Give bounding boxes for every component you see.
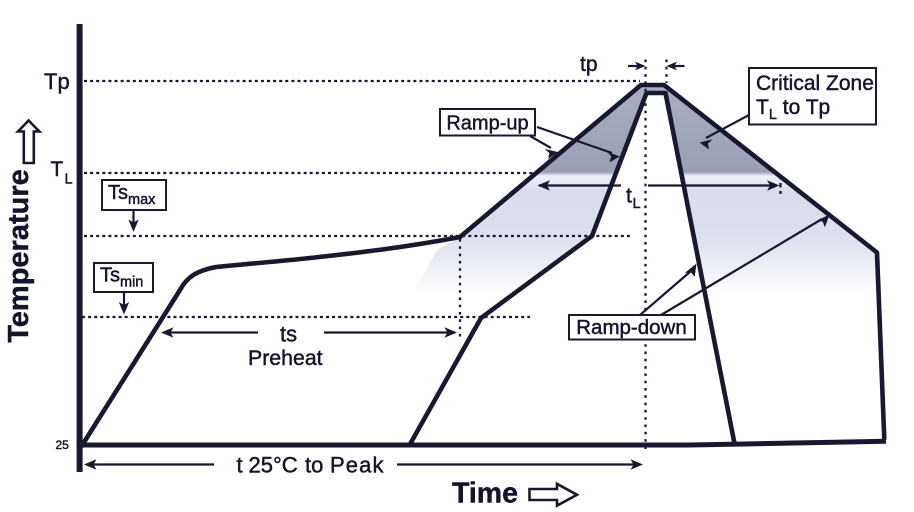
svg-text:to: to (305, 453, 323, 478)
svg-text:t: t (237, 453, 243, 478)
svg-text:Peak: Peak (330, 453, 385, 478)
svg-text:Time: Time (452, 478, 518, 510)
svg-text:Ramp-up: Ramp-up (446, 113, 528, 135)
svg-text:Critical Zone: Critical Zone (756, 72, 874, 95)
svg-text:Preheat: Preheat (248, 346, 323, 370)
svg-text:t: t (626, 185, 632, 208)
svg-text:25: 25 (56, 438, 70, 452)
svg-text:tp: tp (580, 53, 598, 76)
svg-text:Tp: Tp (44, 69, 70, 94)
svg-text:Temperature: Temperature (3, 169, 35, 343)
svg-text:T: T (51, 158, 64, 181)
svg-text:Ramp-down: Ramp-down (576, 316, 687, 339)
svg-text:L: L (633, 196, 641, 212)
svg-text:ts: ts (280, 322, 297, 347)
svg-text:L: L (65, 172, 73, 188)
svg-text:TL to Tp: TL to Tp (756, 96, 830, 123)
svg-text:25°C: 25°C (249, 453, 298, 478)
